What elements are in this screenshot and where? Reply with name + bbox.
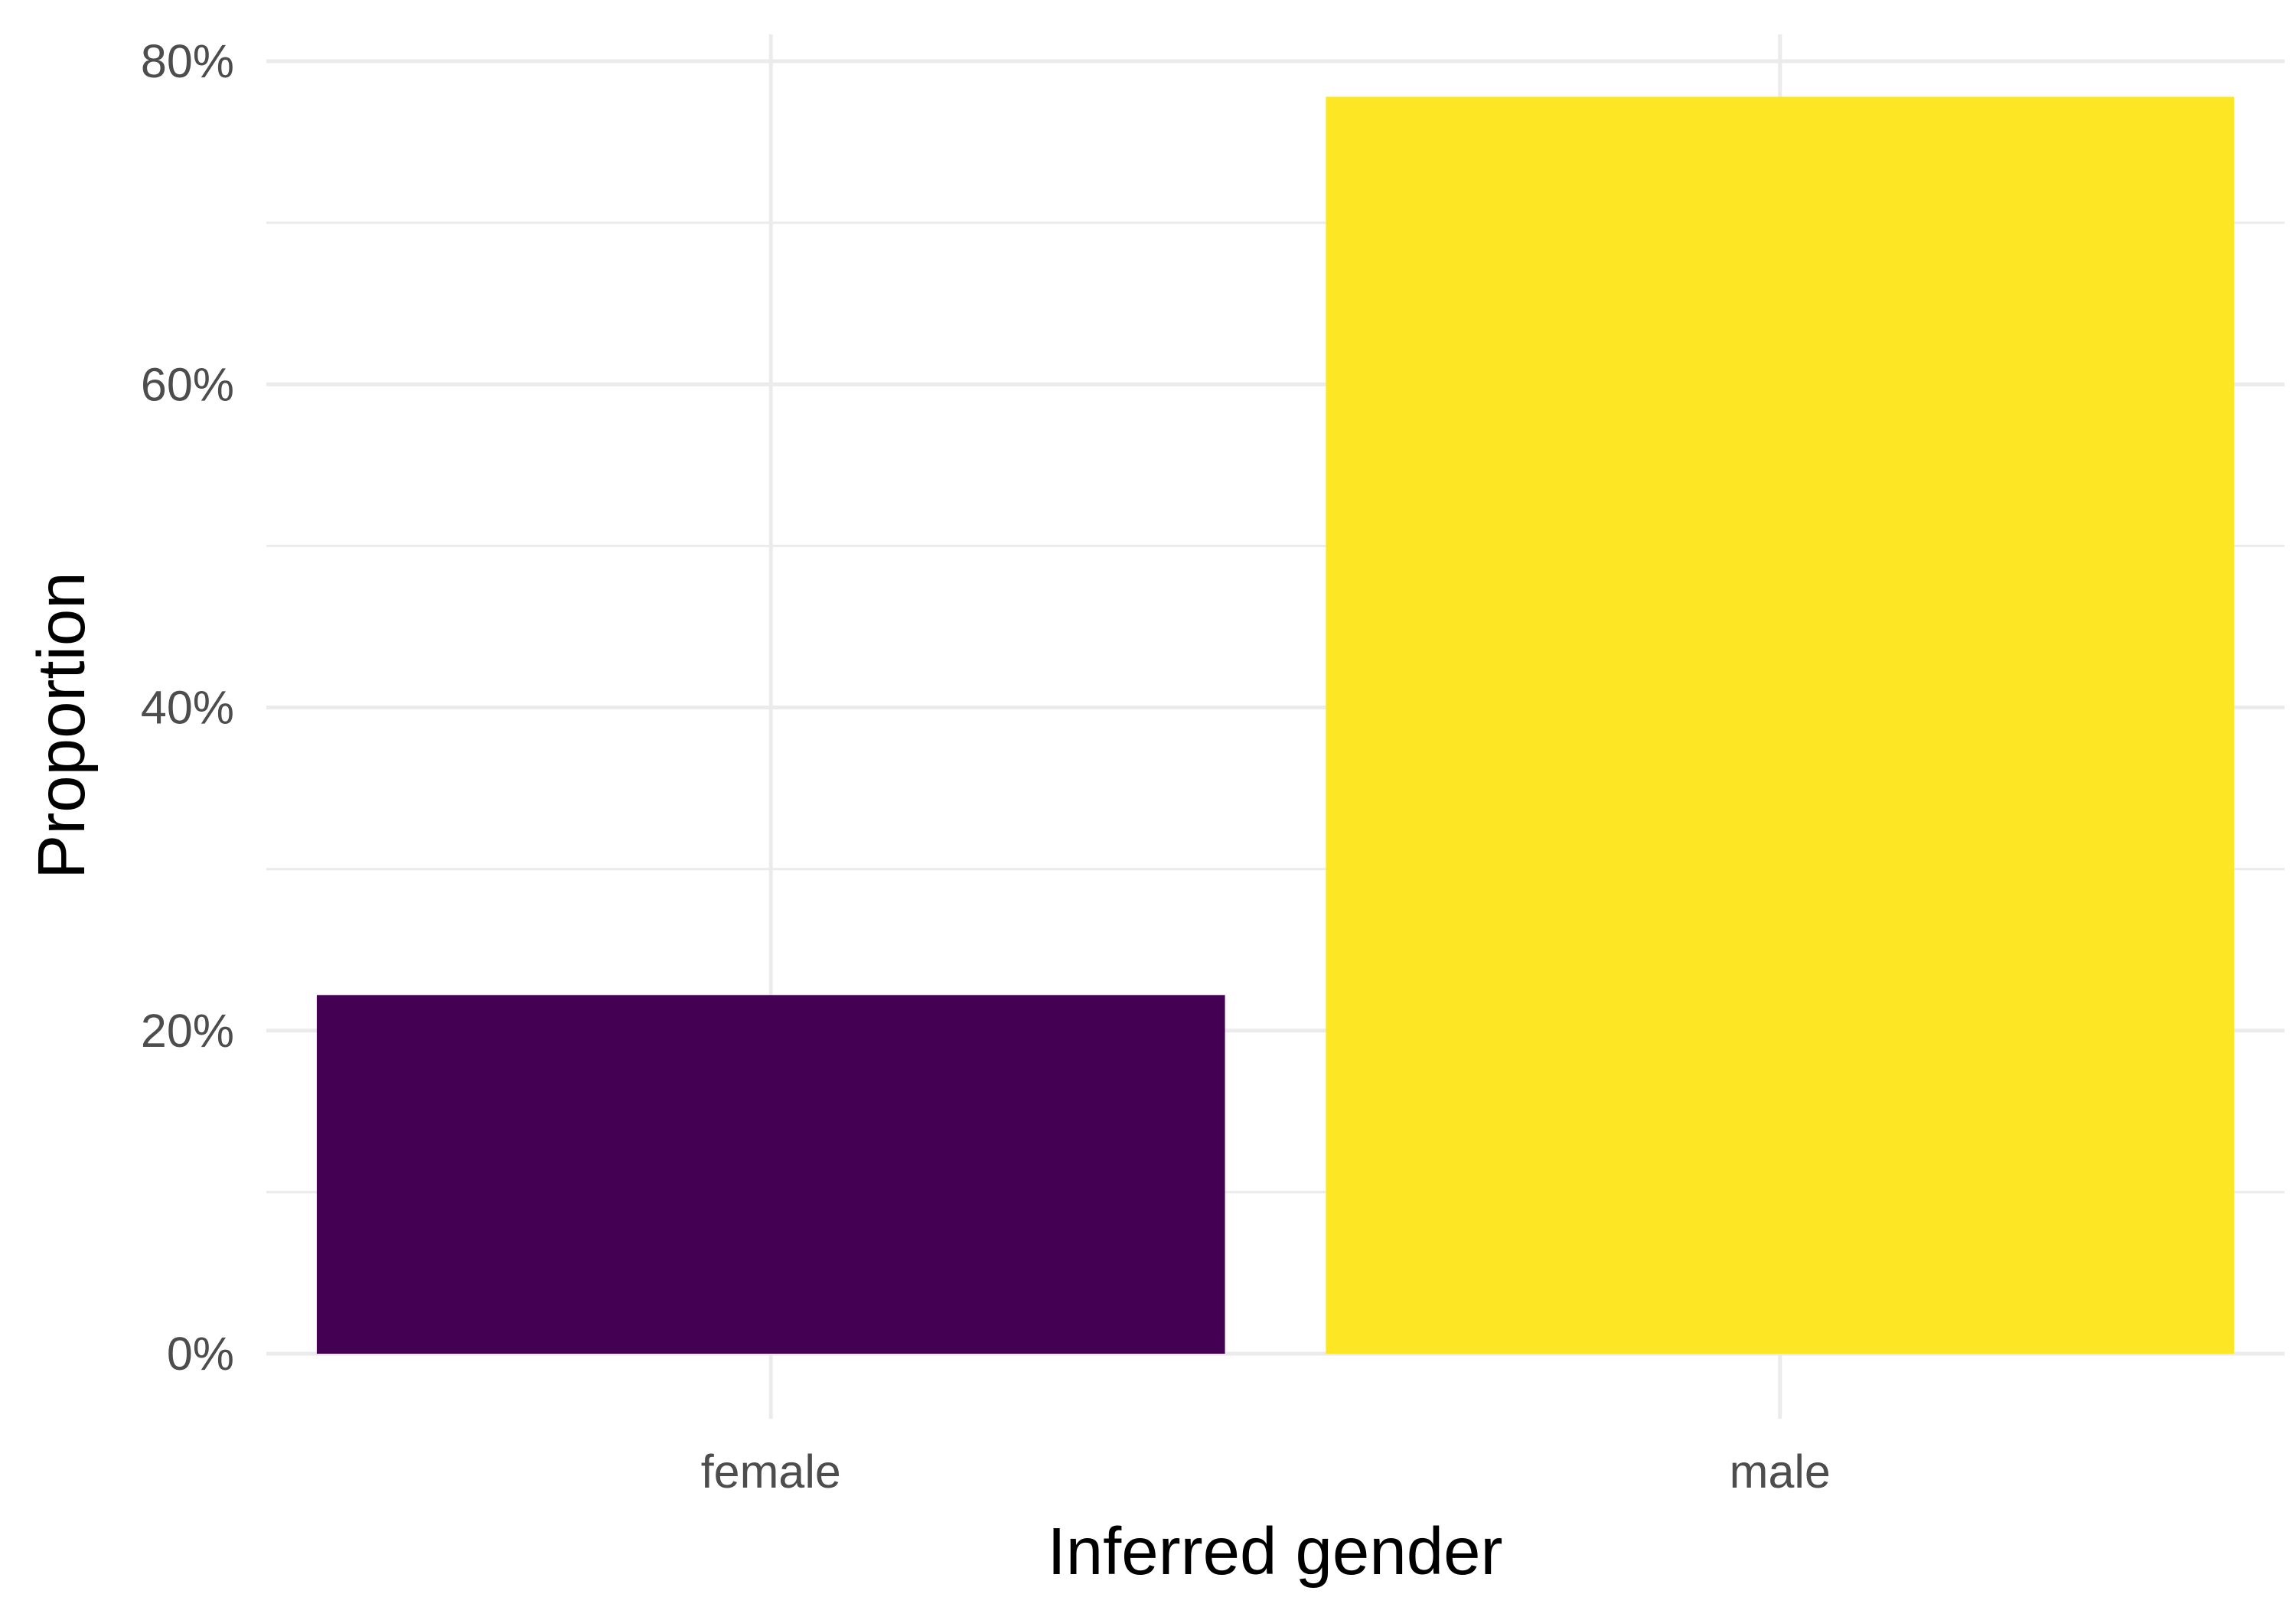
x-tick-label: female	[701, 1446, 841, 1498]
y-tick-label: 0%	[167, 1328, 234, 1380]
bar-female	[316, 995, 1225, 1354]
y-axis-title: Proportion	[24, 572, 99, 878]
y-tick-label: 80%	[141, 35, 234, 87]
y-tick-label: 40%	[141, 682, 234, 734]
y-tick-label: 20%	[141, 1005, 234, 1057]
bars	[316, 96, 2235, 1354]
bar-male	[1326, 96, 2235, 1354]
x-axis-tick-labels: female male	[701, 1446, 1831, 1498]
x-tick-label: male	[1730, 1446, 1831, 1498]
y-axis-tick-labels: 0% 20% 40% 60% 80%	[141, 35, 234, 1380]
x-axis-title: Inferred gender	[1048, 1514, 1503, 1589]
y-tick-label: 60%	[141, 358, 234, 410]
